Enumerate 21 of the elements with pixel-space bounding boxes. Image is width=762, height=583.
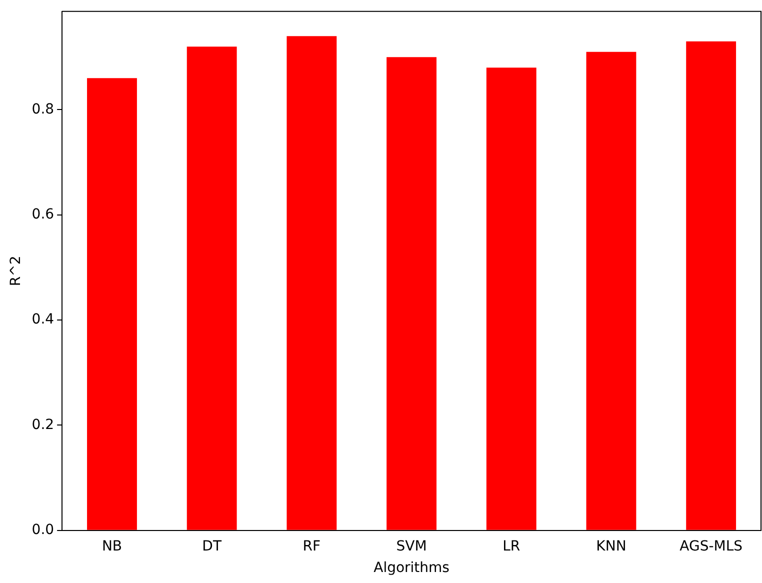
x-tick-label: AGS-MLS	[680, 538, 743, 554]
bar	[686, 41, 736, 530]
bar	[87, 78, 137, 530]
y-axis-title: R^2	[8, 256, 24, 286]
x-tick-label: RF	[302, 538, 321, 554]
x-tick-label: SVM	[396, 538, 427, 554]
bar	[286, 36, 337, 530]
y-tick-label: 0.8	[32, 101, 54, 118]
x-axis-title: Algorithms	[374, 560, 450, 576]
bar	[386, 57, 436, 530]
y-tick-label: 0.2	[32, 416, 54, 433]
bar	[486, 68, 536, 530]
y-tick-label: 0.0	[32, 522, 54, 538]
bar	[186, 46, 237, 530]
x-tick-label: KNN	[596, 538, 626, 554]
y-tick-label: 0.4	[32, 312, 54, 328]
x-tick-label: NB	[102, 538, 122, 554]
y-tick-label: 0.6	[32, 206, 54, 223]
x-tick-label: DT	[202, 538, 222, 554]
bar	[586, 52, 636, 530]
x-tick-label: LR	[502, 538, 520, 554]
